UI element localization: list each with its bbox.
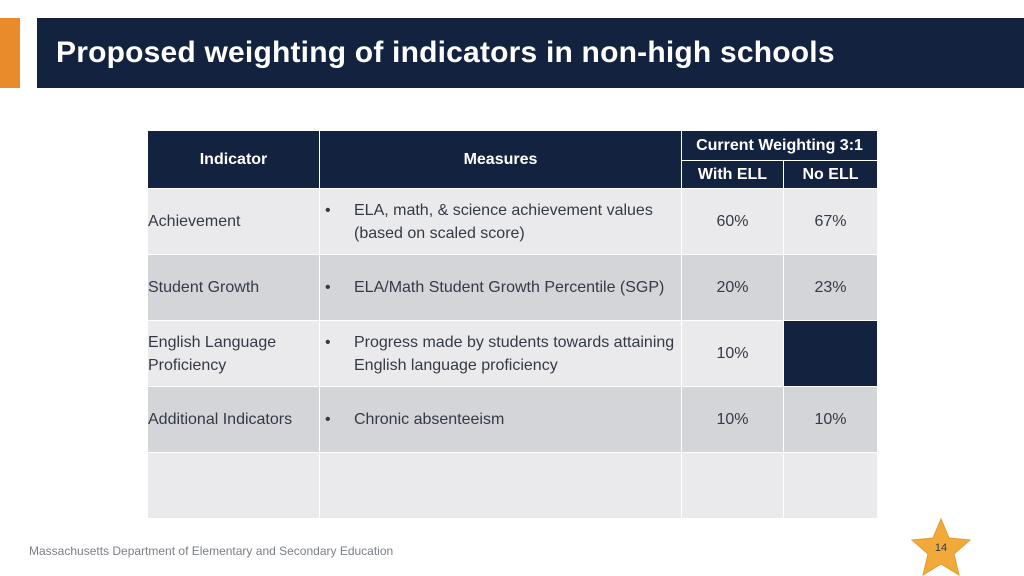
header-with-ell: With ELL	[681, 160, 784, 189]
measure-text: ELA/Math Student Growth Percentile (SGP)	[354, 279, 665, 296]
measure-cell: • ELA, math, & science achievement value…	[319, 188, 682, 255]
weighting-table: Indicator Measures Current Weighting 3:1…	[147, 130, 879, 519]
indicator-cell: English Language Proficiency	[147, 320, 320, 387]
star-icon	[910, 518, 972, 576]
header-no-ell: No ELL	[782, 160, 879, 189]
no-ell-value: 67%	[782, 188, 879, 255]
indicator-cell: Student Growth	[147, 254, 320, 321]
bullet-marker: •	[325, 201, 331, 219]
table-row: English Language Proficiency • Progress …	[147, 320, 879, 387]
measure-text: ELA, math, & science achievement values …	[354, 201, 653, 242]
table-subheader-row: With ELL No ELL	[148, 160, 879, 189]
table-row: Additional Indicators • Chronic absentee…	[147, 386, 879, 453]
header-indicator: Indicator	[147, 130, 320, 189]
page-number: 14	[934, 542, 948, 554]
measure-cell: • Progress made by students towards atta…	[319, 320, 682, 387]
empty-cell	[681, 452, 784, 519]
indicator-cell: Additional Indicators	[147, 386, 320, 453]
measure-text: Progress made by students towards attain…	[354, 333, 675, 374]
bullet-marker: •	[325, 411, 331, 428]
orange-accent-bar	[0, 18, 20, 88]
table-row-empty	[147, 452, 879, 519]
header-current-weighting: Current Weighting 3:1	[680, 130, 879, 161]
bullet-marker: •	[325, 279, 331, 296]
empty-cell	[147, 452, 320, 519]
header-measures: Measures	[319, 130, 682, 189]
table-header-row: Indicator Measures Current Weighting 3:1	[147, 130, 879, 189]
measure-cell: • ELA/Math Student Growth Percentile (SG…	[319, 254, 682, 321]
indicator-cell: Achievement	[147, 188, 320, 255]
measure-cell: • Chronic absenteeism	[319, 386, 682, 453]
table-row: Achievement • ELA, math, & science achie…	[147, 188, 879, 255]
measure-text: Chronic absenteeism	[354, 411, 505, 428]
no-ell-value: 23%	[782, 254, 879, 321]
with-ell-value: 10%	[681, 320, 784, 387]
with-ell-value: 10%	[681, 386, 784, 453]
with-ell-value: 60%	[681, 188, 784, 255]
bullet-marker: •	[325, 333, 331, 351]
table-row: Student Growth • ELA/Math Student Growth…	[147, 254, 879, 321]
with-ell-value: 20%	[681, 254, 784, 321]
empty-cell	[782, 452, 879, 519]
no-ell-value-blank	[782, 320, 879, 387]
slide-title: Proposed weighting of indicators in non-…	[56, 36, 835, 69]
empty-cell	[319, 452, 682, 519]
title-banner: Proposed weighting of indicators in non-…	[37, 18, 1024, 88]
no-ell-value: 10%	[782, 386, 879, 453]
footer-organization: Massachusetts Department of Elementary a…	[29, 544, 394, 558]
